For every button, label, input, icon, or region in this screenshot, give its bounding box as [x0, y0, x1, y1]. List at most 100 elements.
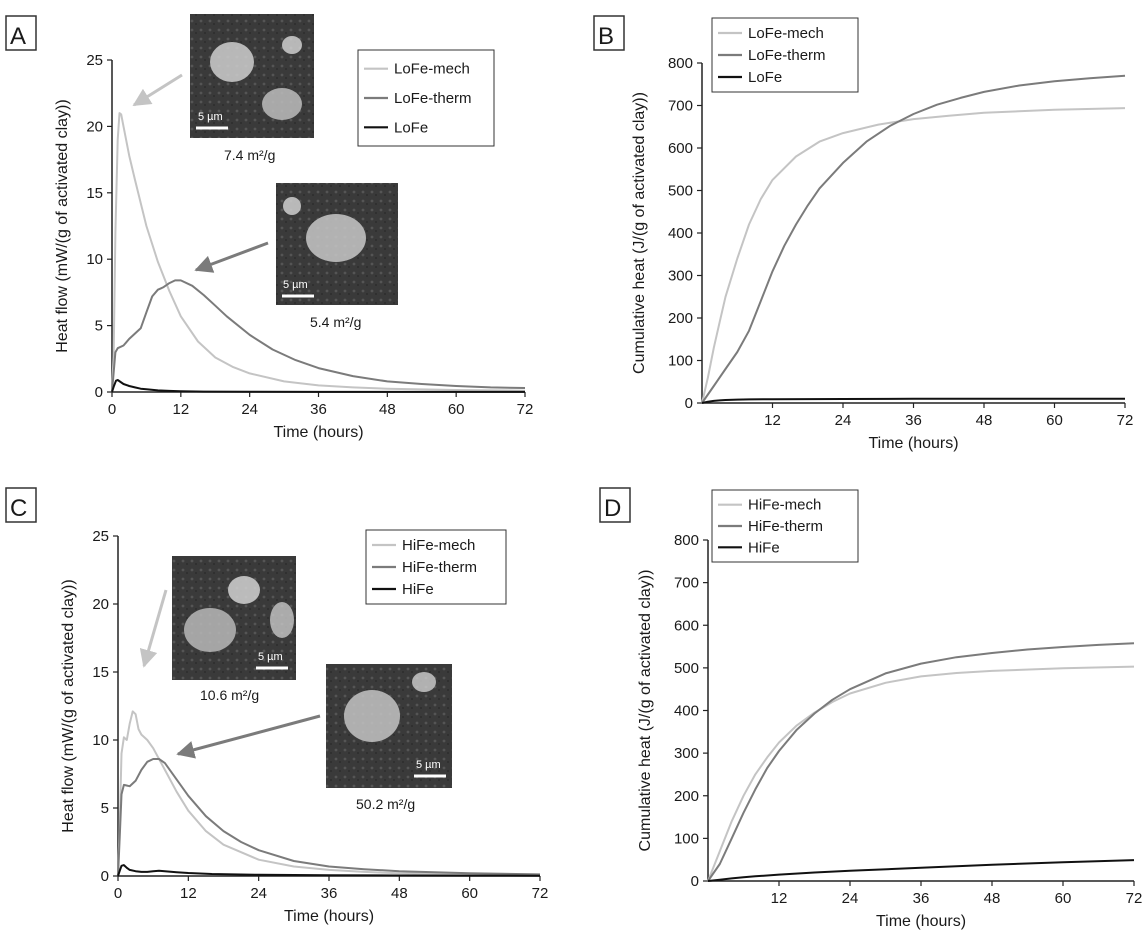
- x-tick-label: 36: [905, 412, 922, 429]
- legend: LoFe-mech LoFe-therm LoFe: [357, 49, 495, 147]
- series-line-lofe-therm: [111, 279, 526, 393]
- series-line-hife-therm: [707, 642, 1135, 882]
- surface-area-label: 7.4 m²/g: [224, 147, 275, 163]
- x-axis-label: Time (hours): [868, 435, 958, 452]
- sem-particle: [184, 608, 236, 652]
- scale-bar-label: 5 µm: [198, 111, 223, 123]
- legend-label: HiFe: [748, 539, 780, 556]
- x-tick-label: 24: [241, 401, 258, 418]
- y-tick-label: 200: [668, 310, 693, 327]
- x-tick-label: 12: [771, 890, 788, 907]
- y-axis-label: Cumulative heat (J/(g of activated clay)…: [637, 570, 654, 852]
- y-tick-label: 25: [92, 528, 109, 545]
- panel-letter-c: C: [5, 487, 37, 523]
- panel-letter-d: D: [599, 487, 631, 523]
- svg-text:B: B: [598, 23, 614, 50]
- y-tick-label: 0: [95, 384, 103, 401]
- legend-label: HiFe-therm: [748, 518, 823, 535]
- panel-letter-a: A: [5, 15, 37, 51]
- legend: HiFe-mech HiFe-therm HiFe: [711, 489, 859, 563]
- series-line-lofe-mech: [701, 107, 1126, 404]
- y-tick-label: 600: [668, 140, 693, 157]
- x-tick-label: 72: [532, 885, 549, 902]
- x-tick-label: 48: [391, 885, 408, 902]
- sem-particle: [262, 88, 302, 120]
- panel-c-inset-2: 5 µm 50.2 m²/g: [176, 664, 452, 812]
- x-tick-label: 72: [517, 401, 534, 418]
- scale-bar-label: 5 µm: [416, 759, 441, 771]
- y-tick-label: 15: [86, 185, 103, 202]
- x-tick-label: 36: [310, 401, 327, 418]
- panel-a-inset-2: 5 µm 5.4 m²/g: [194, 183, 398, 330]
- legend-label: LoFe-therm: [394, 90, 472, 107]
- y-tick-label: 5: [95, 318, 103, 335]
- legend-label: HiFe: [402, 581, 434, 598]
- legend-label: LoFe: [394, 119, 428, 136]
- sem-image: [190, 14, 314, 138]
- x-axis-label: Time (hours): [876, 913, 966, 930]
- legend-label: HiFe-mech: [748, 497, 821, 514]
- panel-d-chart: 12 24 36 48 60 72 0 100 200 300 400 500 600 700 800 Tim…: [637, 489, 1142, 930]
- panel-a-inset-1: 5 µm 7.4 m²/g: [132, 14, 314, 163]
- y-tick-label: 100: [668, 353, 693, 370]
- y-tick-label: 10: [86, 251, 103, 268]
- legend-label: LoFe-therm: [748, 47, 826, 64]
- surface-area-label: 5.4 m²/g: [310, 314, 361, 330]
- x-tick-label: 24: [250, 885, 267, 902]
- y-tick-label: 500: [674, 660, 699, 677]
- y-tick-label: 100: [674, 830, 699, 847]
- x-axis-label: Time (hours): [284, 908, 374, 925]
- x-tick-label: 0: [114, 885, 122, 902]
- y-tick-label: 500: [668, 183, 693, 200]
- y-tick-label: 400: [668, 225, 693, 242]
- legend-label: LoFe-mech: [748, 25, 824, 42]
- arrow: [132, 73, 183, 107]
- x-tick-label: 48: [976, 412, 993, 429]
- y-tick-label: 200: [674, 788, 699, 805]
- sem-particle: [344, 690, 400, 742]
- arrow: [194, 241, 269, 273]
- y-axis-label: Heat flow (mW/(g of activated clay)): [54, 99, 71, 352]
- x-tick-label: 12: [172, 401, 189, 418]
- x-tick-label: 0: [108, 401, 116, 418]
- panel-a-chart: 0 12 24 36 48 60 72 0 5 10 15 20 25 Time (hours) Heat …: [54, 49, 534, 441]
- y-tick-label: 10: [92, 732, 109, 749]
- svg-text:C: C: [10, 495, 27, 522]
- series-line-hife: [117, 864, 541, 877]
- x-tick-label: 36: [913, 890, 930, 907]
- x-tick-label: 24: [835, 412, 852, 429]
- y-tick-label: 15: [92, 664, 109, 681]
- legend-label: LoFe-mech: [394, 61, 470, 78]
- sem-particle: [270, 602, 294, 638]
- y-tick-label: 800: [674, 532, 699, 549]
- y-tick-label: 400: [674, 703, 699, 720]
- y-tick-label: 20: [86, 118, 103, 135]
- x-tick-label: 48: [379, 401, 396, 418]
- y-tick-label: 0: [685, 395, 693, 412]
- y-tick-label: 700: [674, 575, 699, 592]
- panel-letter-b: B: [593, 15, 625, 51]
- series-line-lofe-therm: [701, 74, 1126, 404]
- scale-bar-label: 5 µm: [258, 651, 283, 663]
- x-tick-label: 12: [180, 885, 197, 902]
- x-tick-label: 72: [1117, 412, 1134, 429]
- x-tick-label: 36: [321, 885, 338, 902]
- sem-particle: [210, 42, 254, 82]
- y-tick-label: 600: [674, 617, 699, 634]
- x-axis-label: Time (hours): [273, 424, 363, 441]
- arrow: [139, 589, 168, 668]
- y-tick-label: 0: [101, 868, 109, 885]
- legend: LoFe-mech LoFe-therm LoFe: [711, 17, 859, 93]
- arrow: [176, 714, 321, 759]
- sem-particle: [283, 197, 301, 215]
- x-tick-label: 48: [984, 890, 1001, 907]
- sem-particle: [282, 36, 302, 54]
- y-axis-label: Cumulative heat (J/(g of activated clay)…: [631, 92, 648, 374]
- panel-c-chart: 0 12 24 36 48 60 72 0 5 10 15 20 25 Time (hours) Heat …: [60, 528, 548, 925]
- y-tick-label: 700: [668, 98, 693, 115]
- panel-b-chart: 12 24 36 48 60 72 0 100 200 300 400 500 600 700 800 Tim…: [631, 17, 1134, 452]
- x-tick-label: 60: [1046, 412, 1063, 429]
- y-tick-label: 0: [691, 873, 699, 890]
- y-tick-label: 300: [668, 268, 693, 285]
